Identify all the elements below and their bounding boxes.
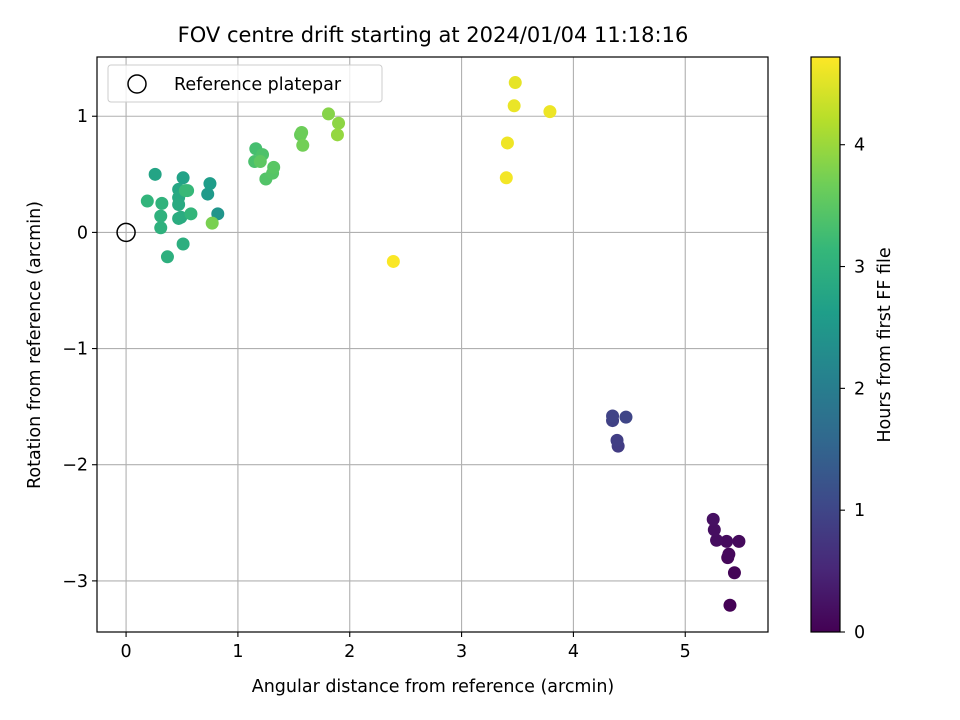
data-point — [154, 209, 168, 223]
data-point — [508, 76, 522, 90]
data-point — [205, 216, 219, 230]
data-point — [160, 250, 174, 264]
y-axis-label: Rotation from reference (arcmin) — [25, 201, 45, 489]
data-point — [722, 547, 736, 561]
y-tick-label: −3 — [62, 572, 88, 592]
colorbar-label: Hours from first FF file — [875, 247, 895, 442]
data-point — [499, 171, 513, 185]
colorbar-ticks: 0 1 2 3 4 — [840, 136, 865, 643]
y-tick-label: −1 — [62, 340, 88, 360]
scatter-points — [140, 76, 746, 612]
data-point — [386, 254, 400, 268]
legend-box — [107, 64, 383, 103]
data-point — [507, 99, 521, 113]
data-point — [710, 533, 724, 547]
x-tick-label: 5 — [680, 642, 691, 662]
legend: Reference platepar — [107, 64, 383, 103]
data-point — [543, 105, 557, 119]
data-point — [295, 126, 309, 140]
data-point — [296, 138, 310, 152]
x-axis-label: Angular distance from reference (arcmin) — [252, 677, 615, 697]
data-point — [720, 534, 734, 548]
data-point — [203, 177, 217, 191]
data-point — [176, 237, 190, 251]
y-axis-ticks: 1 0 −1 −2 −3 — [62, 107, 97, 592]
data-point — [148, 167, 162, 181]
data-point — [500, 136, 514, 150]
data-point — [706, 512, 720, 526]
data-point — [619, 410, 633, 424]
y-tick-label: 1 — [77, 107, 88, 127]
colorbar — [810, 56, 841, 633]
data-point — [178, 184, 192, 198]
data-point — [707, 523, 721, 537]
data-point — [332, 116, 346, 130]
data-point — [330, 128, 344, 142]
data-point — [176, 171, 190, 185]
grid-lines — [97, 57, 768, 632]
data-point — [606, 409, 620, 423]
y-tick-label: 0 — [77, 223, 88, 243]
data-point — [184, 207, 198, 221]
legend-entry: Reference platepar — [174, 75, 342, 95]
data-point — [321, 107, 335, 121]
x-tick-label: 3 — [456, 642, 467, 662]
data-point — [154, 221, 168, 235]
data-point — [172, 211, 186, 225]
data-point — [732, 534, 746, 548]
colorbar-tick-label: 1 — [854, 501, 865, 521]
x-tick-label: 2 — [344, 642, 355, 662]
chart-title: FOV centre drift starting at 2024/01/04 … — [178, 23, 689, 47]
data-point — [140, 194, 154, 208]
y-tick-label: −2 — [62, 456, 88, 476]
data-point — [723, 598, 737, 612]
data-point — [727, 566, 741, 580]
colorbar-tick-label: 0 — [854, 623, 865, 643]
colorbar-tick-label: 2 — [854, 379, 865, 399]
colorbar-tick-label: 4 — [854, 136, 865, 156]
x-tick-label: 0 — [121, 642, 132, 662]
data-point — [172, 198, 186, 212]
data-point — [155, 196, 169, 210]
data-point — [253, 155, 267, 169]
data-point — [610, 433, 624, 447]
plot-frame — [96, 56, 769, 633]
data-point — [201, 187, 215, 201]
legend-marker — [127, 74, 147, 94]
colorbar-tick-label: 3 — [854, 258, 865, 278]
x-tick-label: 1 — [232, 642, 243, 662]
x-axis-ticks: 0 1 2 3 4 5 — [121, 632, 691, 662]
x-tick-label: 4 — [568, 642, 579, 662]
data-point — [267, 160, 281, 174]
reference-platepar-marker — [116, 222, 136, 243]
